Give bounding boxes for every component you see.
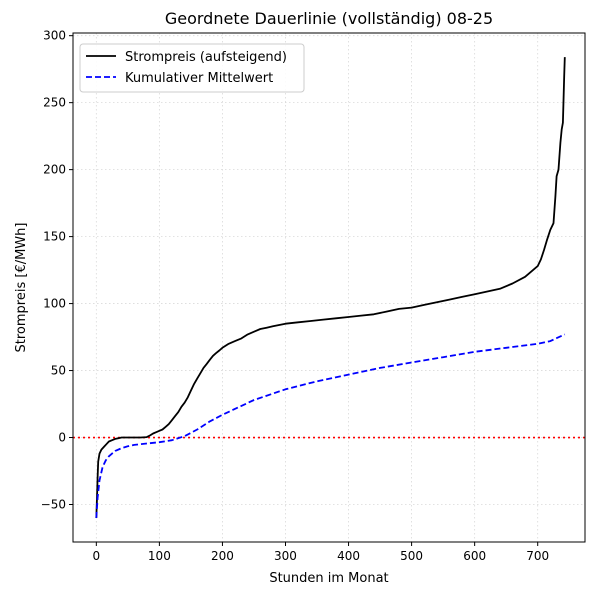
chart-title: Geordnete Dauerlinie (vollständig) 08-25 [165,9,493,28]
y-tick-label: 200 [43,163,66,177]
y-tick-label: 50 [51,364,66,378]
ticks: 0 100 200 300 400 500 600 700 −50 0 50 100 150 200 250… [41,29,549,563]
plot-frame [72,32,586,543]
y-axis-label: Strompreis [€/MWh] [14,223,29,353]
y-tick-label: 0 [58,431,66,445]
x-tick-label: 200 [211,549,234,563]
x-tick-label: 600 [463,549,486,563]
legend-label-strompreis: Strompreis (aufsteigend) [125,50,287,65]
x-tick-label: 300 [274,549,297,563]
y-tick-label: 150 [43,230,66,244]
y-tick-label: 250 [43,96,66,110]
series-line-strompreis [95,57,566,518]
plot-area [73,57,585,518]
legend-label-mittelwert: Kumulativer Mittelwert [125,71,273,86]
y-tick-label: 100 [43,297,66,311]
x-tick-label: 700 [526,549,549,563]
x-tick-label: 0 [93,549,101,563]
x-tick-label: 100 [148,549,171,563]
y-tick-label: −50 [41,497,66,511]
series-line-kumulativer-mittelwert [95,333,566,518]
x-tick-label: 500 [400,549,423,563]
grid [73,33,585,542]
y-tick-label: 300 [43,29,66,43]
legend: Strompreis (aufsteigend) Kumulativer Mit… [79,43,305,93]
x-axis-label: Stunden im Monat [269,571,388,586]
x-tick-label: 400 [337,549,360,563]
legend-box [79,43,305,93]
